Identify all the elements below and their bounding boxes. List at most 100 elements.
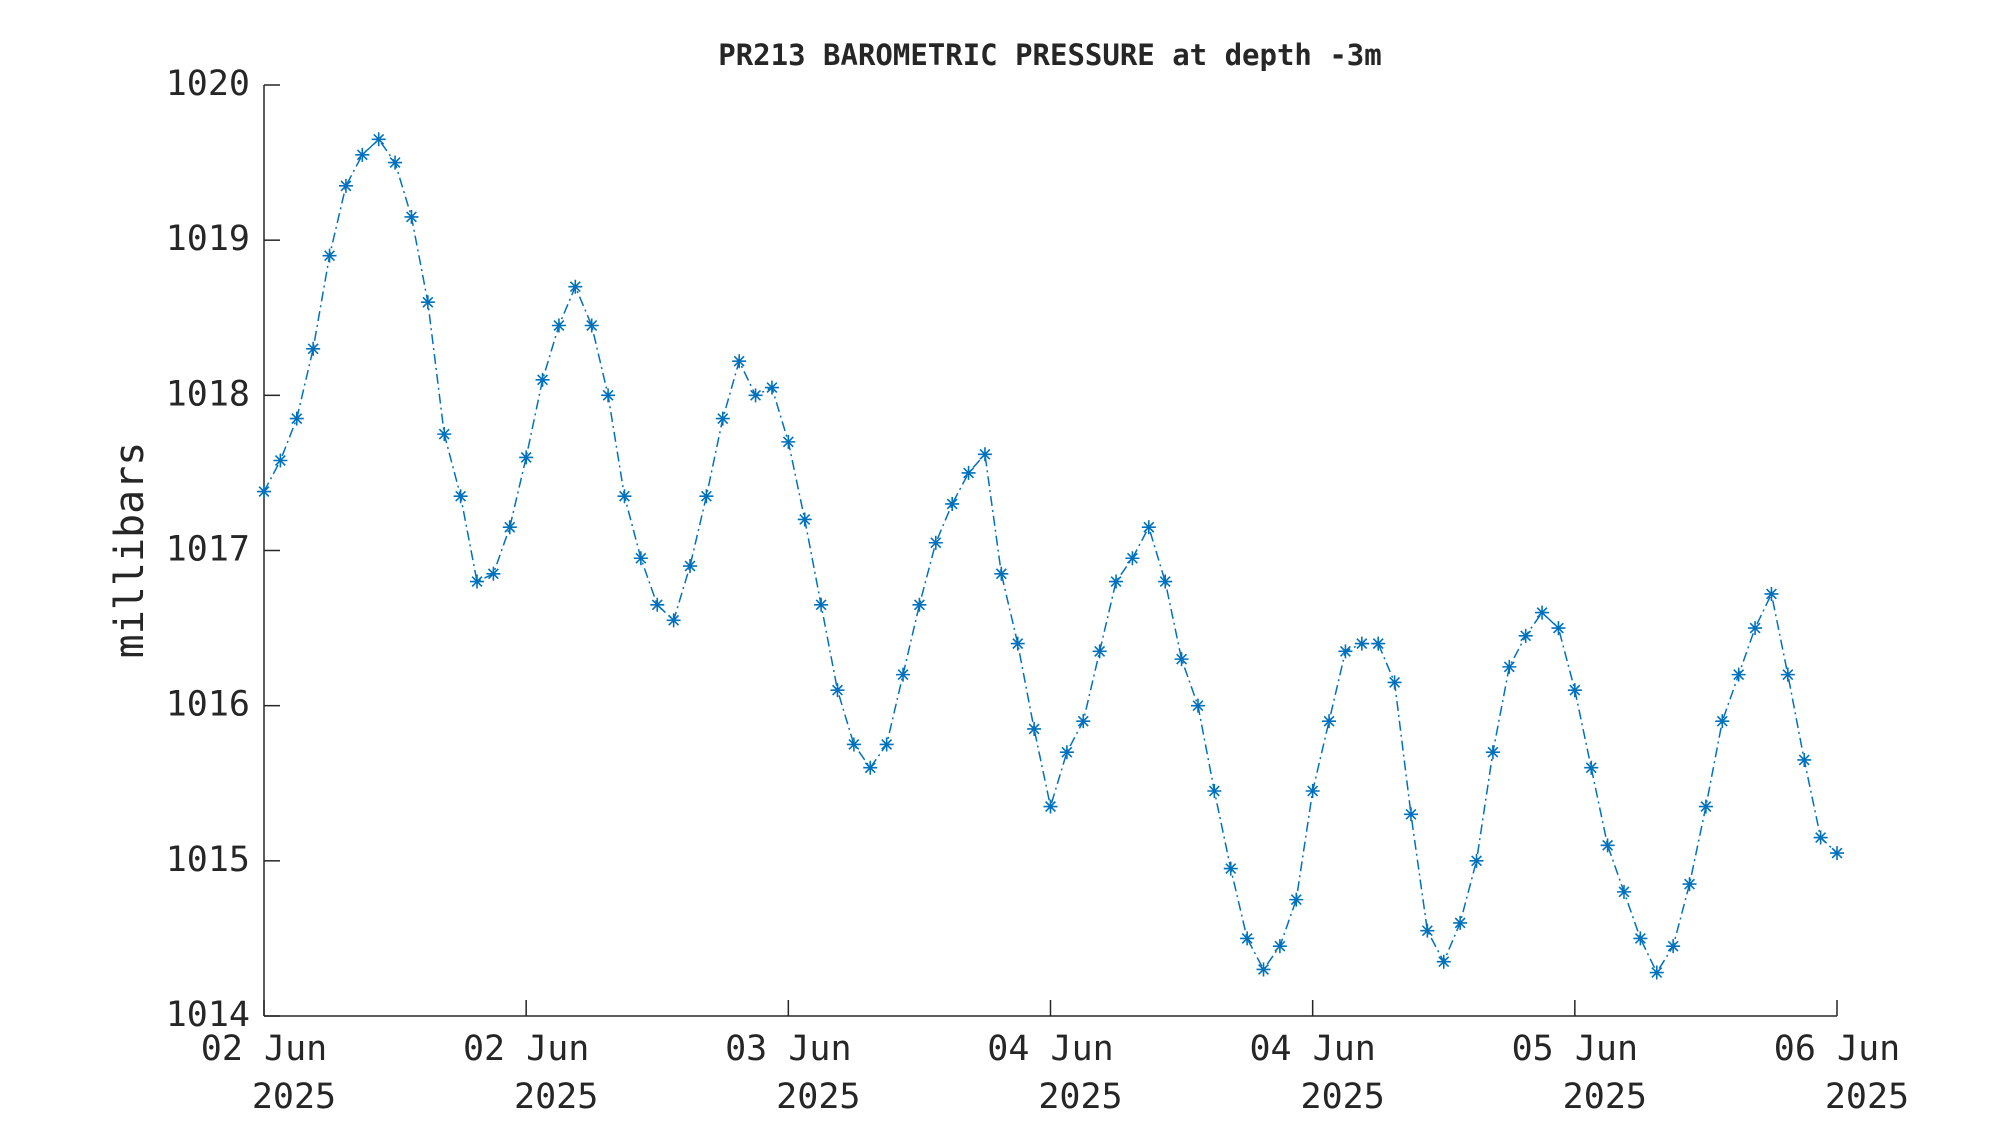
data-point — [666, 613, 681, 628]
data-point — [1010, 636, 1025, 651]
data-point — [617, 489, 632, 504]
data-point — [945, 496, 960, 511]
data-point — [683, 559, 698, 574]
data-point — [863, 760, 878, 775]
data-point — [1027, 721, 1042, 736]
data-point — [1240, 931, 1255, 946]
data-point — [584, 318, 599, 333]
data-point — [1436, 954, 1451, 969]
data-point — [568, 279, 583, 294]
data-point — [1633, 931, 1648, 946]
data-point — [1190, 698, 1205, 713]
y-tick-label: 1020 — [166, 64, 250, 104]
chart-title: PR213 BAROMETRIC PRESSURE at depth -3m — [718, 38, 1381, 72]
data-point — [961, 465, 976, 480]
data-point — [1272, 939, 1287, 954]
data-point — [1059, 745, 1074, 760]
y-tick-label: 1017 — [166, 530, 250, 570]
data-point — [388, 155, 403, 170]
data-point — [601, 388, 616, 403]
x-tick-label: 04 Jun 2025 — [987, 1029, 1122, 1117]
data-point — [1387, 675, 1402, 690]
data-point — [289, 411, 304, 426]
data-point — [977, 447, 992, 462]
data-point — [912, 597, 927, 612]
x-tick-label: 04 Jun 2025 — [1249, 1029, 1384, 1117]
y-tick-label: 1016 — [166, 685, 250, 725]
data-point — [1043, 799, 1058, 814]
data-point — [306, 341, 321, 356]
data-point — [1764, 586, 1779, 601]
data-point — [470, 574, 485, 589]
data-point — [273, 453, 288, 468]
data-point — [1535, 605, 1550, 620]
data-point — [535, 372, 550, 387]
y-axis-label: millibars — [107, 442, 153, 659]
data-point — [1518, 628, 1533, 643]
data-point — [764, 380, 779, 395]
series-line — [263, 138, 1838, 975]
y-tick-label: 1014 — [166, 995, 250, 1035]
data-point — [257, 484, 271, 499]
data-point — [1076, 714, 1091, 729]
data-point — [1207, 784, 1222, 799]
data-point — [355, 147, 370, 162]
data-point — [879, 737, 894, 752]
x-tick-label: 06 Jun 2025 — [1774, 1029, 1909, 1117]
data-point — [1141, 520, 1156, 535]
data-point — [502, 520, 517, 535]
data-point — [519, 450, 534, 465]
y-tick-label: 1018 — [166, 374, 250, 414]
y-tick-label: 1019 — [166, 219, 250, 259]
data-point — [748, 388, 763, 403]
data-point — [1830, 846, 1844, 861]
x-tick-label: 02 Jun 2025 — [463, 1029, 598, 1117]
data-point — [1485, 745, 1500, 760]
data-point — [1731, 667, 1746, 682]
x-tick-label: 03 Jun 2025 — [725, 1029, 860, 1117]
data-point — [1551, 621, 1566, 636]
data-point — [1305, 784, 1320, 799]
data-point — [797, 512, 812, 527]
data-point — [781, 434, 796, 449]
data-point — [1092, 644, 1107, 659]
data-point — [846, 737, 861, 752]
data-point — [1649, 965, 1664, 980]
data-point — [551, 318, 566, 333]
data-point — [1748, 621, 1763, 636]
data-point — [1289, 892, 1304, 907]
data-point — [1125, 551, 1140, 566]
data-point — [404, 209, 419, 224]
data-point — [1698, 799, 1713, 814]
data-point — [830, 683, 845, 698]
data-point — [650, 597, 665, 612]
data-point — [1813, 830, 1828, 845]
data-point — [1420, 923, 1435, 938]
data-point — [1174, 652, 1189, 667]
data-point — [715, 411, 730, 426]
data-point — [1403, 807, 1418, 822]
data-point — [1256, 962, 1271, 977]
y-tick-label: 1015 — [166, 840, 250, 880]
data-point — [1502, 659, 1517, 674]
data-point — [1584, 760, 1599, 775]
data-point — [1322, 714, 1337, 729]
data-point — [896, 667, 911, 682]
data-point — [338, 178, 353, 193]
x-tick-label: 02 Jun 2025 — [201, 1029, 336, 1117]
data-point — [1453, 915, 1468, 930]
data-point — [1371, 636, 1386, 651]
data-point — [1469, 853, 1484, 868]
data-point — [1223, 861, 1238, 876]
data-point — [1338, 644, 1353, 659]
data-point — [1797, 752, 1812, 767]
data-point — [1616, 884, 1631, 899]
data-point — [1567, 683, 1582, 698]
data-point — [420, 295, 435, 310]
x-tick-label: 05 Jun 2025 — [1512, 1029, 1647, 1117]
data-point — [322, 248, 337, 263]
data-point — [1600, 838, 1615, 853]
data-point — [633, 551, 648, 566]
data-point — [814, 597, 829, 612]
